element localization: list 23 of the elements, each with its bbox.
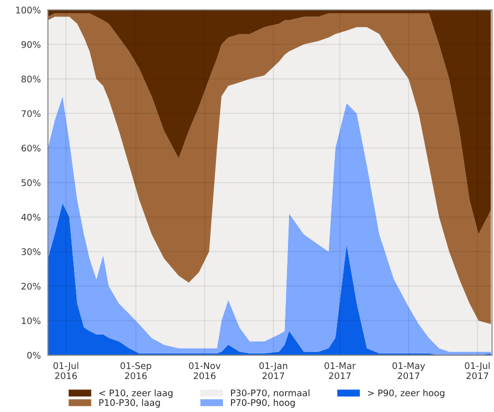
y-tick-label: 20% bbox=[22, 282, 40, 290]
legend-label: P10-P30, laag bbox=[99, 398, 160, 408]
y-tick-label: 90% bbox=[21, 41, 40, 48]
x-tick-label: 01-May 2017 bbox=[392, 362, 426, 380]
x-tick-label: 01-Sep 2016 bbox=[120, 362, 152, 380]
y-tick-label: 70% bbox=[22, 110, 40, 118]
x-tick-label: 01-Mar 2017 bbox=[324, 362, 356, 380]
y-tick-label: 10% bbox=[22, 317, 40, 324]
y-tick-label: 30% bbox=[22, 248, 40, 256]
x-tick-label: 01-Jan 2017 bbox=[259, 362, 288, 380]
legend-label: > P90, zeer hoog bbox=[368, 389, 444, 398]
y-tick-label: 40% bbox=[21, 214, 40, 221]
legend-label: < P10, zeer laag bbox=[99, 389, 172, 398]
y-tick-label: 80% bbox=[22, 76, 40, 82]
y-tick-label: 100% bbox=[16, 6, 40, 14]
y-tick-label: 50% bbox=[22, 179, 40, 186]
y-tick-label: 0% bbox=[27, 352, 40, 359]
y-tick-label: 60% bbox=[22, 144, 40, 152]
x-tick-label: 01-Jul 2016 bbox=[53, 362, 78, 380]
x-tick-label: 01-Jul 2017 bbox=[464, 362, 490, 380]
legend-label: P30-P70, normaal bbox=[231, 389, 310, 398]
legend-label: P70-P90, hoog bbox=[231, 398, 295, 408]
x-tick-label: 01-Nov 2016 bbox=[189, 362, 221, 380]
